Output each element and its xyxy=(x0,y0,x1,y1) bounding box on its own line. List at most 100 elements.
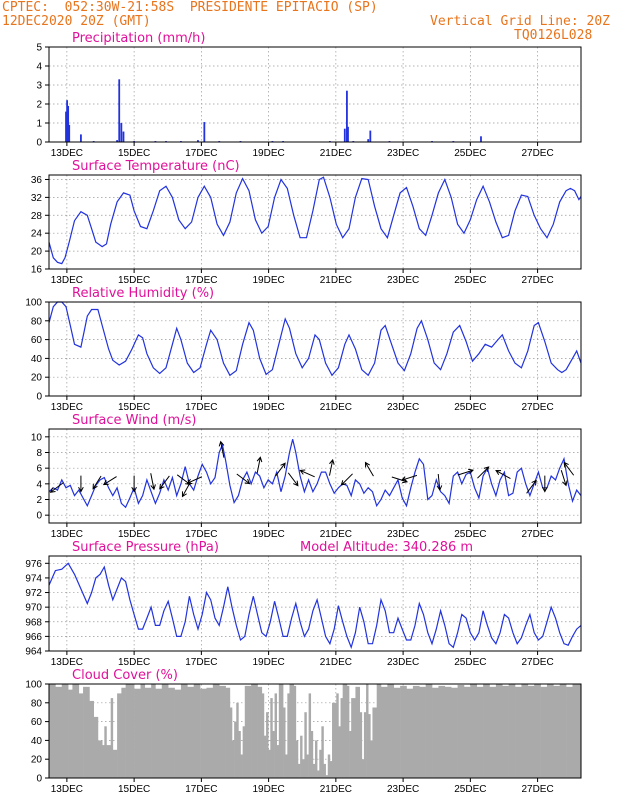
wind-arrow xyxy=(563,461,575,476)
panel-frame xyxy=(48,174,582,270)
cloud-bar xyxy=(236,702,239,778)
wind-arrow xyxy=(340,473,353,486)
x-tick-label: 23DEC xyxy=(387,275,419,286)
precip-bar xyxy=(346,90,348,142)
panel-title: Cloud Cover (%) xyxy=(72,668,178,683)
cloud-bar xyxy=(174,689,182,778)
y-tick-label: 36 xyxy=(31,175,43,186)
cloud-bar xyxy=(206,687,214,778)
cloud-bar xyxy=(238,731,241,778)
wind-arrow xyxy=(150,473,156,491)
panel-title: Precipitation (mm/h) xyxy=(72,31,205,46)
wind-arrow xyxy=(329,458,335,476)
wind-arrow xyxy=(218,440,225,458)
cloud-bar xyxy=(380,686,388,778)
wind-arrow xyxy=(436,473,443,492)
cloud-bar xyxy=(419,686,426,778)
cloud-bar xyxy=(97,740,103,778)
cloud-bar xyxy=(302,759,305,778)
precip-bar xyxy=(480,136,482,142)
wind-arrow xyxy=(541,475,548,493)
precip-bar xyxy=(197,140,199,142)
cloud-bar xyxy=(240,754,243,778)
cloud-bar xyxy=(376,684,382,778)
x-tick-label: 19DEC xyxy=(252,275,284,286)
wind-arrow xyxy=(400,474,418,482)
x-tick-label: 27DEC xyxy=(521,402,553,413)
precip-bar xyxy=(68,124,71,142)
cloud-bar xyxy=(61,684,69,778)
cloud-bar xyxy=(572,684,582,778)
cloud-bar xyxy=(232,740,235,778)
cloud-bar xyxy=(425,684,433,778)
panel-title: Relative Humidity (%) xyxy=(72,286,214,301)
cloud-bar xyxy=(300,735,303,778)
x-tick-label: 25DEC xyxy=(454,148,486,159)
cloud-bar xyxy=(68,689,73,778)
y-tick-label: 8 xyxy=(36,448,42,459)
cloud-bar xyxy=(323,763,326,778)
y-tick-label: 0 xyxy=(36,138,42,149)
x-tick-label: 13DEC xyxy=(51,275,83,286)
panel-title: Surface Pressure (hPa) xyxy=(72,540,219,555)
date-label: 12DEC2020 20Z (GMT) xyxy=(2,14,151,29)
panel-frame xyxy=(48,301,582,397)
wind-arrow xyxy=(49,482,64,493)
cloud-bar xyxy=(193,684,201,778)
cloud-bar xyxy=(406,688,414,778)
panel-annotation: Model Altitude: 340.286 m xyxy=(300,540,473,555)
y-tick-label: 4 xyxy=(36,62,42,73)
series-line xyxy=(48,301,582,377)
cloud-bar xyxy=(515,686,522,778)
y-tick-label: 40 xyxy=(31,736,43,747)
cloud-bar xyxy=(89,700,94,778)
x-tick-label: 25DEC xyxy=(454,275,486,286)
cloud-bar xyxy=(315,740,318,778)
x-tick-label: 27DEC xyxy=(521,275,553,286)
y-tick-label: 964 xyxy=(25,647,42,658)
x-tick-label: 17DEC xyxy=(185,275,217,286)
cloud-bar xyxy=(444,686,452,778)
precip-bar xyxy=(120,123,123,142)
x-tick-label: 21DEC xyxy=(320,148,352,159)
x-tick-label: 21DEC xyxy=(320,275,352,286)
x-tick-label: 17DEC xyxy=(185,529,217,540)
series-line xyxy=(48,176,582,265)
cloud-bar xyxy=(476,686,484,778)
wind-arrow xyxy=(560,470,568,487)
cloud-bar xyxy=(451,687,458,778)
x-tick-label: 17DEC xyxy=(185,402,217,413)
x-tick-label: 15DEC xyxy=(118,275,150,286)
x-tick-label: 13DEC xyxy=(51,529,83,540)
precip-bar xyxy=(65,111,67,142)
x-tick-label: 21DEC xyxy=(320,402,352,413)
y-tick-label: 0 xyxy=(36,774,42,785)
cloud-bar xyxy=(106,745,112,778)
x-tick-label: 19DEC xyxy=(252,784,284,795)
cloud-bar xyxy=(304,712,307,778)
cloud-bar xyxy=(274,693,277,778)
x-tick-label: 15DEC xyxy=(118,784,150,795)
x-tick-label: 19DEC xyxy=(252,402,284,413)
cloud-bar xyxy=(319,749,322,778)
x-tick-label: 25DEC xyxy=(454,657,486,668)
cloud-bar xyxy=(102,745,105,778)
x-tick-label: 23DEC xyxy=(387,529,419,540)
x-tick-label: 19DEC xyxy=(252,529,284,540)
cloud-bar xyxy=(278,684,284,778)
x-tick-label: 21DEC xyxy=(320,657,352,668)
cloud-bar xyxy=(489,686,497,778)
precip-bar xyxy=(347,126,349,142)
cloud-bar xyxy=(180,684,188,778)
x-tick-label: 13DEC xyxy=(51,657,83,668)
y-tick-label: 10 xyxy=(31,432,43,443)
x-tick-label: 23DEC xyxy=(387,148,419,159)
precip-bar xyxy=(369,130,372,142)
cloud-bar xyxy=(342,684,348,778)
cloud-bar xyxy=(266,712,269,778)
wind-arrow xyxy=(477,466,490,479)
x-tick-label: 17DEC xyxy=(185,148,217,159)
cloud-bar xyxy=(140,684,146,778)
precip-bar xyxy=(80,134,82,142)
precip-bar xyxy=(118,79,121,142)
